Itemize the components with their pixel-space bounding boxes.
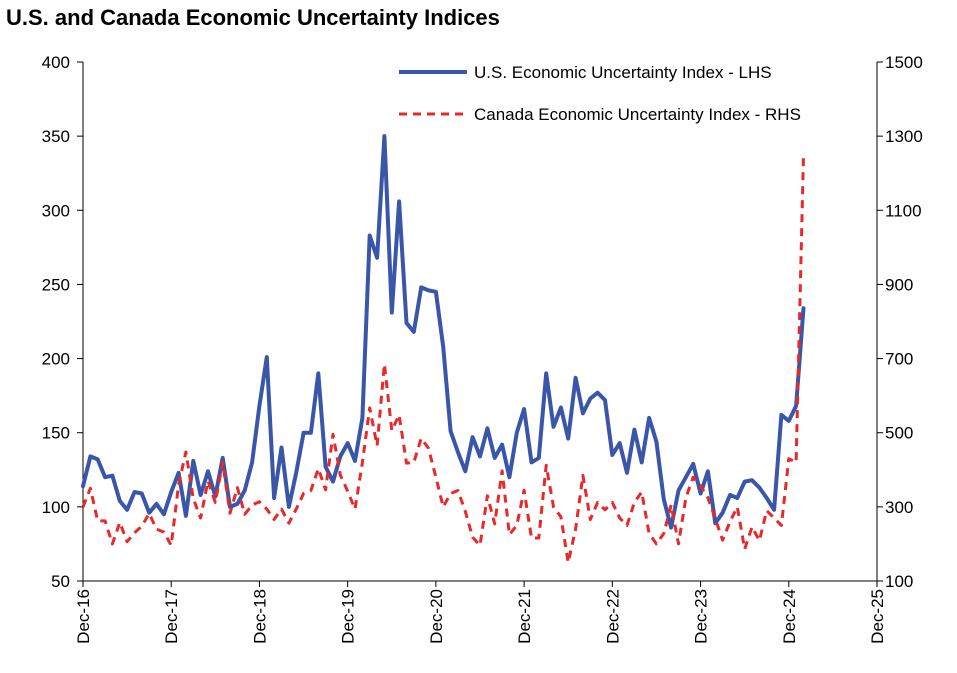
us-series-line [81,134,806,530]
x-tick-label: Dec-19 [339,589,358,644]
x-tick-label: Dec-18 [250,589,269,644]
x-tick-label: Dec-20 [427,589,446,644]
x-tick-label: Dec-21 [515,589,534,644]
legend-label: U.S. Economic Uncertainty Index - LHS [474,63,772,82]
x-tick-label: Dec-17 [162,589,181,644]
legend-label: Canada Economic Uncertainty Index - RHS [474,105,801,124]
right-y-tick-label: 300 [885,498,913,517]
right-y-tick-label: 1100 [885,201,922,220]
right-y-tick-label: 700 [885,350,913,369]
x-tick-label: Dec-23 [692,589,711,644]
right-y-tick-label: 1500 [885,53,923,72]
left-y-tick-label: 150 [42,424,70,443]
axes-group: 50 100 150 200 250 300 350 400 100 300 500 700 900 11… [42,53,923,644]
right-y-tick-label: 100 [885,572,913,591]
left-y-tick-label: 100 [42,498,70,517]
x-tick-label: Dec-24 [780,589,799,644]
x-tick-label: Dec-25 [868,589,887,644]
x-tick-label: Dec-16 [74,589,93,644]
series-layer [81,134,806,564]
right-y-tick-label: 500 [885,424,913,443]
left-y-tick-label: 300 [42,201,70,220]
left-y-tick-label: 250 [42,275,70,294]
left-y-tick-label: 400 [42,53,70,72]
x-tick-label: Dec-22 [603,589,622,644]
left-y-tick-label: 200 [42,350,70,369]
right-y-tick-label: 900 [885,275,913,294]
legend: U.S. Economic Uncertainty Index - LHS Can… [399,63,801,124]
left-y-tick-label: 50 [51,572,70,591]
chart-title: U.S. and Canada Economic Uncertainty Ind… [6,5,500,30]
left-y-tick-label: 350 [42,127,70,146]
canada-series-line [81,154,805,564]
right-y-tick-label: 1300 [885,127,923,146]
